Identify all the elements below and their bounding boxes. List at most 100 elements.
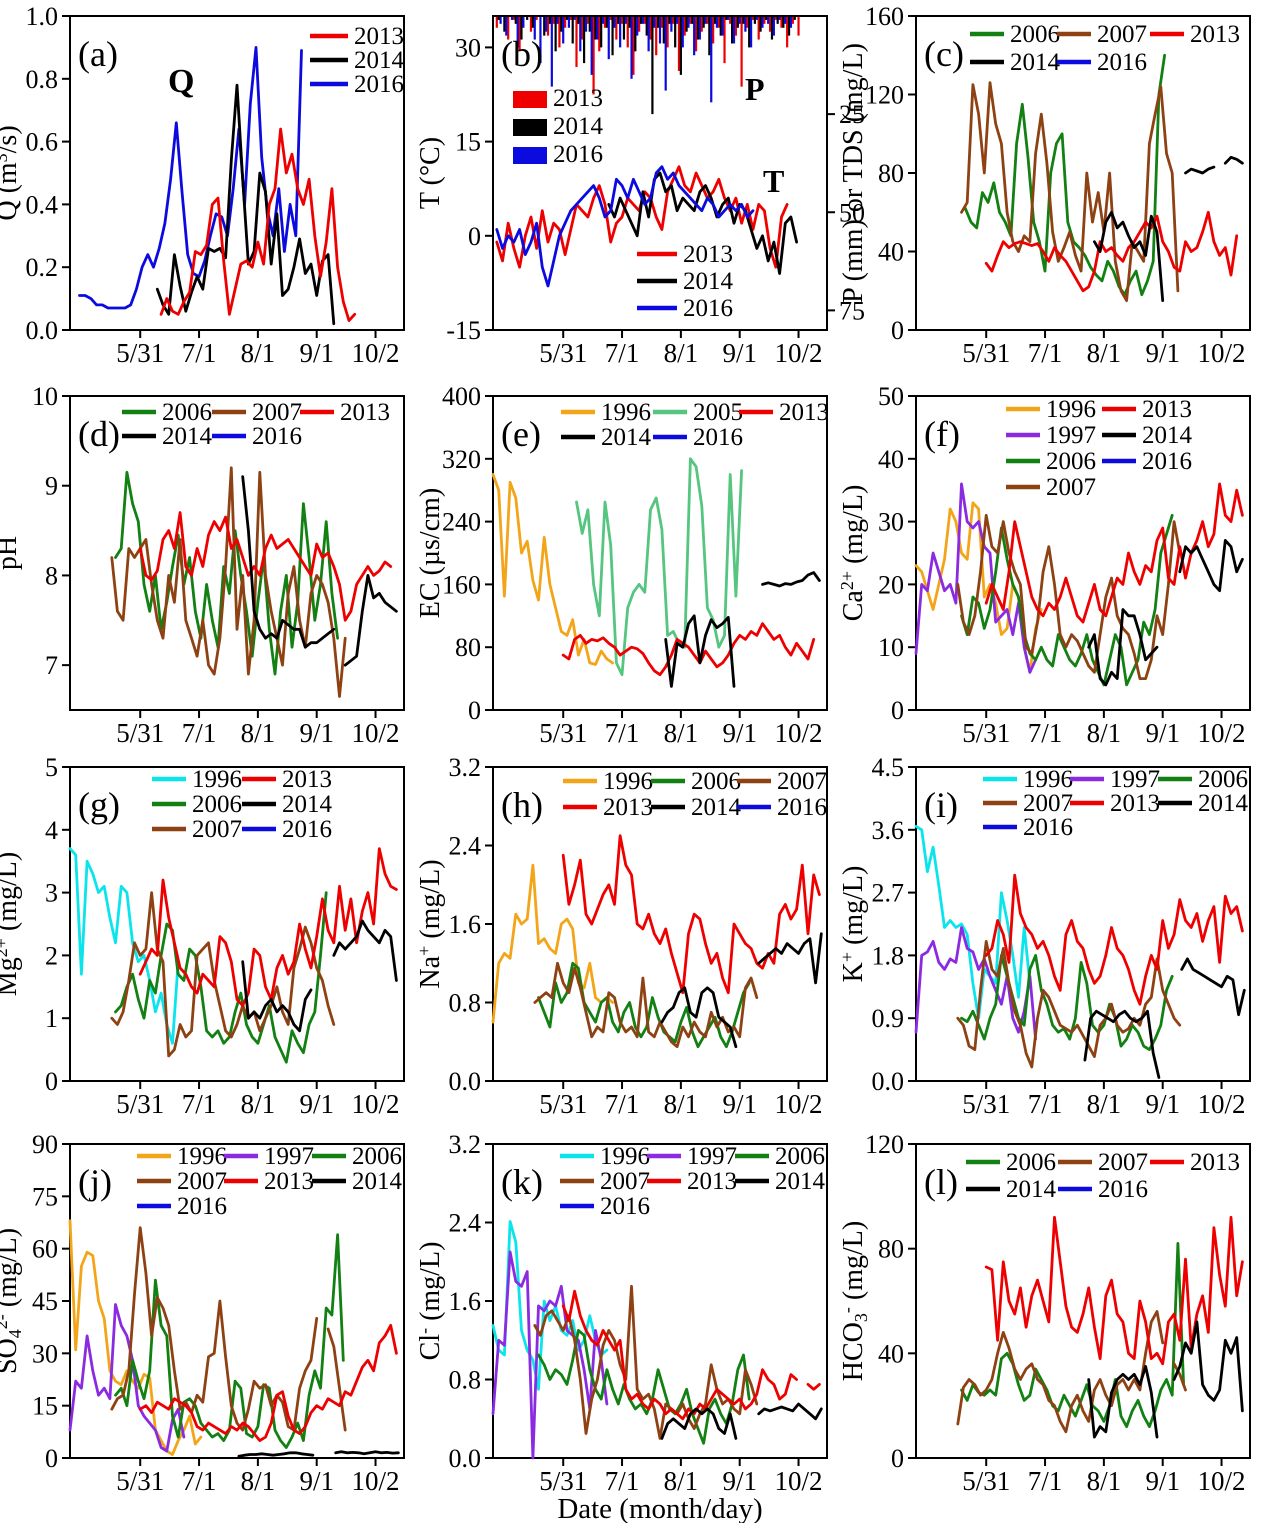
x-axis: 5/31 7/1 8/1 9/1 10/2 <box>116 330 400 368</box>
precip-bar-2014 <box>526 16 529 20</box>
legend-label-1996: 1996 <box>192 766 242 793</box>
legend-label-2014: 2014 <box>553 113 604 140</box>
y-tick-label: 0 <box>468 696 481 725</box>
series-2006 <box>537 1329 751 1445</box>
precip-bar-2016 <box>579 16 582 52</box>
series-2006 <box>960 954 1174 1051</box>
x-tick-label: 7/1 <box>1028 338 1063 368</box>
legend-label-1997: 1997 <box>1110 766 1160 793</box>
y-tick-label: 45 <box>32 1287 58 1316</box>
precip-bar-2016 <box>510 16 514 20</box>
y-axis: 0.0 0.8 1.6 2.4 3.2 <box>449 753 493 1096</box>
x-tick-label: 7/1 <box>182 1466 217 1496</box>
y-axis-label: Q (m3/s) <box>0 125 23 220</box>
precip-bar-2014 <box>594 16 597 40</box>
y-axis: 0.0 0.9 1.8 2.7 3.6 4.5 <box>872 753 916 1096</box>
precip-bar-2013 <box>558 16 561 48</box>
precip-bar-2013 <box>535 16 538 20</box>
y-axis-label: Cl- (mg/L) <box>414 1242 446 1361</box>
x-tick-label: 10/2 <box>352 1089 400 1119</box>
legend-label-2013: 2013 <box>1142 396 1192 423</box>
y-axis: 0 80 160 240 320 400 <box>442 382 493 725</box>
legend-label-2013: 2013 <box>553 85 603 112</box>
legend-label-2006: 2006 <box>1010 21 1060 48</box>
precip-bar-2014 <box>520 16 523 40</box>
x-tick-label: 9/1 <box>722 338 757 368</box>
precip-bar-2013 <box>774 16 777 20</box>
legend-label-2007: 2007 <box>777 768 827 795</box>
x-tick-label: 9/1 <box>722 1089 757 1119</box>
series-2013 <box>159 127 357 322</box>
series-2007 <box>110 466 347 698</box>
precip-bar-2013 <box>649 16 652 40</box>
legend-label-1997: 1997 <box>1046 422 1096 449</box>
plot-border <box>915 766 1251 1082</box>
y-tick-label: 0 <box>45 1067 58 1096</box>
precip-bar-2016 <box>681 16 684 48</box>
chart-ph: 7 8 9 10 5/31 7/1 8/1 9/1 10/2 pH 2006 2007 2013 2014… <box>0 382 405 748</box>
panel-letter: (b) <box>501 34 543 74</box>
chart-bicarbonate: 0 40 80 120 5/31 7/1 8/1 9/1 10/2 HCO3- (mg/L) 200… <box>837 1130 1251 1496</box>
x-tick-label: 9/1 <box>299 338 334 368</box>
plot-border <box>915 1143 1251 1459</box>
panel-temp-precip: -15 0 15 30 5/31 7/1 8/1 9/1 10/2 25 50 75 T (°C) 201… <box>415 0 865 380</box>
legend-label-2007: 2007 <box>252 399 302 426</box>
panel-ph: 7 8 9 10 5/31 7/1 8/1 9/1 10/2 pH 2006 2007 2013 2014… <box>0 380 423 751</box>
panel-letter: (i) <box>924 785 958 825</box>
precip-bar-2016 <box>738 16 741 24</box>
legend-label-2013: 2013 <box>603 794 653 821</box>
y-tick-label: 90 <box>32 1130 58 1159</box>
right-tick-label: 50 <box>839 198 865 227</box>
plot-border <box>69 766 405 1082</box>
precip-bar-2014 <box>770 16 774 40</box>
x-tick-label: 9/1 <box>722 718 757 748</box>
y-tick-label: 3.2 <box>449 1130 482 1159</box>
y-tick-label: 0.0 <box>872 1067 905 1096</box>
precip-bar-2016 <box>516 16 519 48</box>
series-2014 <box>155 83 336 326</box>
precip-bar-2014 <box>662 16 665 44</box>
precip-bar-2013 <box>655 16 658 56</box>
precip-bar-2016 <box>658 16 662 44</box>
legend-label-2016: 2016 <box>553 141 603 168</box>
precip-bar-2014 <box>531 16 534 28</box>
precip-bar-2016 <box>715 16 719 28</box>
y-tick-label: 3.2 <box>449 753 482 782</box>
precip-bar-2013 <box>712 16 715 44</box>
x-axis: 5/31 7/1 8/1 9/1 10/2 <box>539 1458 823 1496</box>
legend-label-2016: 2016 <box>693 424 743 451</box>
y-tick-label: 30 <box>455 33 481 62</box>
x-tick-label: 5/31 <box>116 718 164 748</box>
x-tick-label: 5/31 <box>962 1089 1010 1119</box>
x-tick-label: 8/1 <box>1087 718 1122 748</box>
panel-letter: (a) <box>78 34 118 74</box>
precip-bar-2014 <box>725 16 728 20</box>
precip-bar-2013 <box>546 16 550 36</box>
precip-bar-2016 <box>499 16 502 24</box>
precip-bar-2016 <box>721 16 724 36</box>
legend-label-2014: 2014 <box>282 791 333 818</box>
x-tick-label: 5/31 <box>539 338 587 368</box>
x-tick-label: 10/2 <box>1198 1089 1246 1119</box>
y-tick-label: 3.6 <box>872 816 905 845</box>
precip-bar-2014 <box>736 16 739 28</box>
precip-bar-2013 <box>672 16 675 24</box>
x-tick-label: 5/31 <box>539 718 587 748</box>
precip-bar-2016 <box>710 16 713 103</box>
panel-sulfate: 0 15 30 45 60 75 90 5/31 7/1 8/1 9/1 10/2 SO42- (mg/… <box>0 1128 423 1523</box>
legend-label-2016: 2016 <box>683 295 733 322</box>
y-tick-label: 3 <box>45 879 58 908</box>
series-2014 <box>664 571 821 688</box>
precip-bar-2014 <box>560 16 563 32</box>
y-tick-label: 0.9 <box>872 1004 905 1033</box>
x-tick-label: 7/1 <box>605 338 640 368</box>
x-axis: 5/31 7/1 8/1 9/1 10/2 <box>962 710 1246 748</box>
x-tick-label: 5/31 <box>962 338 1010 368</box>
legend-label-2016: 2016 <box>600 1193 650 1220</box>
chart-potassium: 0.0 0.9 1.8 2.7 3.6 4.5 5/31 7/1 8/1 9/1 10/2 K+ (m… <box>837 753 1251 1119</box>
legend-label-1996: 1996 <box>1046 396 1096 423</box>
legend-label-2005: 2005 <box>693 399 743 426</box>
plot-border <box>492 395 828 711</box>
legend-label-2006: 2006 <box>1046 448 1096 475</box>
